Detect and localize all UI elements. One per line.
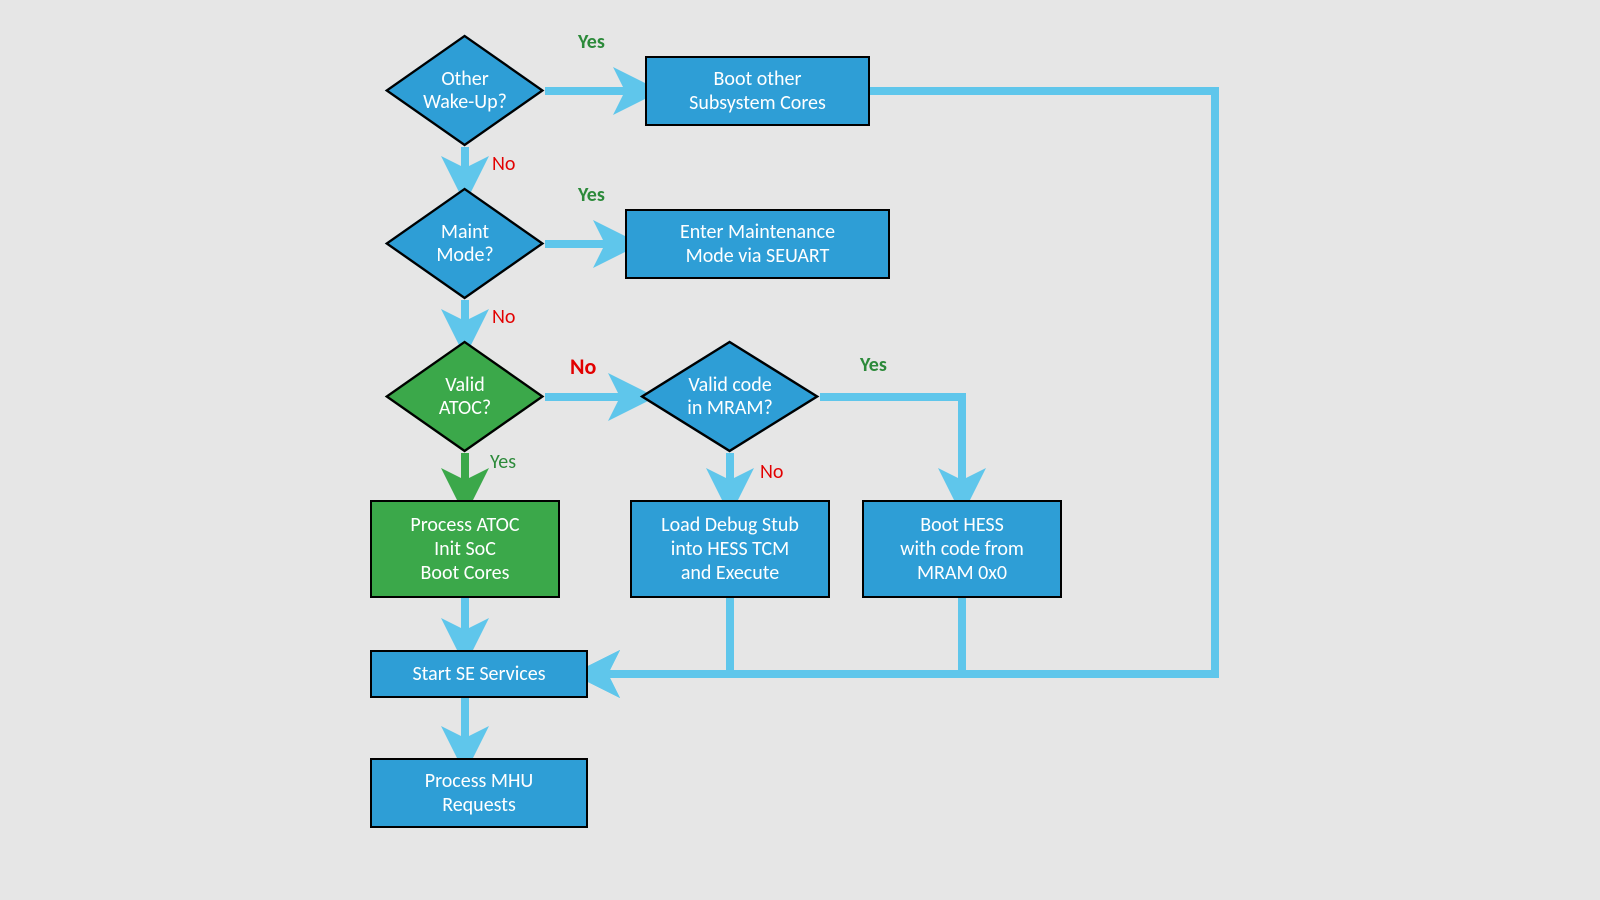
node-label: Boot HESSwith code fromMRAM 0x0 <box>900 513 1024 585</box>
edge-e12 <box>588 598 962 674</box>
edge-label-l6: Yes <box>860 353 887 377</box>
edge-e8 <box>820 397 962 500</box>
flowchart-canvas: OtherWake-Up? Boot otherSubsystem Cores Ma… <box>0 0 1600 900</box>
node-r_process: Process ATOCInit SoCBoot Cores <box>370 500 560 598</box>
edge-e11 <box>588 598 730 674</box>
node-label: Process ATOCInit SoCBoot Cores <box>410 513 519 585</box>
node-r_services: Start SE Services <box>370 650 588 698</box>
node-r_hess: Boot HESSwith code fromMRAM 0x0 <box>862 500 1062 598</box>
node-r_boot_sub: Boot otherSubsystem Cores <box>645 56 870 126</box>
node-d_atoc: ValidATOC? <box>385 341 545 453</box>
node-label: Enter MaintenanceMode via SEUART <box>680 220 835 268</box>
node-d_maint: MaintMode? <box>385 188 545 300</box>
node-label: ValidATOC? <box>439 374 491 420</box>
node-label: OtherWake-Up? <box>423 68 507 114</box>
edge-label-l3: Yes <box>578 183 605 207</box>
node-label: Process MHURequests <box>425 769 534 817</box>
node-label: Boot otherSubsystem Cores <box>689 67 826 115</box>
edge-label-l2: No <box>492 152 515 176</box>
node-label: Load Debug Stubinto HESS TCMand Execute <box>661 513 799 585</box>
node-d_mram: Valid codein MRAM? <box>640 341 820 453</box>
node-label: MaintMode? <box>436 221 493 267</box>
node-r_maint: Enter MaintenanceMode via SEUART <box>625 209 890 279</box>
edge-label-l5: No <box>570 353 596 380</box>
node-label: Valid codein MRAM? <box>687 374 773 420</box>
node-r_mhu: Process MHURequests <box>370 758 588 828</box>
edge-label-l8: No <box>760 460 783 484</box>
node-r_debug: Load Debug Stubinto HESS TCMand Execute <box>630 500 830 598</box>
edge-label-l7: Yes <box>490 450 516 474</box>
edge-label-l1: Yes <box>578 30 605 54</box>
node-label: Start SE Services <box>412 662 545 686</box>
node-d_wakeup: OtherWake-Up? <box>385 35 545 147</box>
edge-label-l4: No <box>492 305 515 329</box>
